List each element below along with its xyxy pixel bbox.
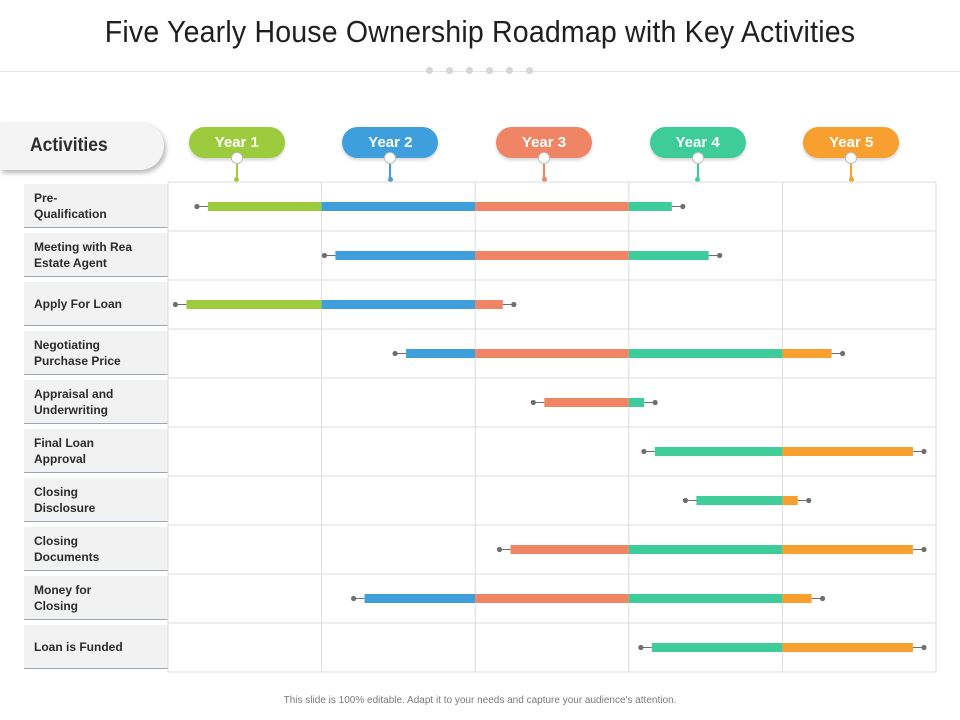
- activity-bar-segment: [321, 202, 476, 211]
- bar-end-marker: [511, 301, 517, 308]
- activity-bar-segment: [475, 251, 629, 260]
- activity-bar-segment: [475, 349, 629, 358]
- activity-bar-segment: [475, 594, 629, 603]
- year-pin-stem: [543, 164, 545, 178]
- activity-label-box: Apply For Loan: [24, 282, 168, 326]
- bar-end-marker: [921, 644, 927, 651]
- bar-end-marker: [717, 252, 723, 259]
- activity-bar-segment: [406, 349, 476, 358]
- title-divider: [0, 71, 960, 72]
- bar-end-marker: [680, 203, 686, 210]
- footer-note: This slide is 100% editable. Adapt it to…: [283, 695, 677, 706]
- year-pin-stem: [389, 164, 392, 178]
- activity-bar-segment: [628, 545, 783, 554]
- bar-start-marker: [321, 252, 328, 259]
- bar-start-marker: [530, 399, 536, 406]
- activities-header: Activities: [0, 122, 164, 170]
- bar-end-marker: [921, 448, 927, 455]
- activity-label-box: Money for Closing: [24, 576, 168, 620]
- pagination-dot: [466, 67, 473, 74]
- pagination-dot: [446, 67, 453, 74]
- year-pin-head: [384, 152, 397, 164]
- activity-label-box: Final Loan Approval: [24, 429, 168, 473]
- activity-bar-segment: [335, 251, 476, 260]
- year-pin-head: [691, 152, 704, 164]
- activity-bar-segment: [782, 496, 798, 505]
- activity-bar-segment: [628, 251, 709, 260]
- pagination-dot: [506, 67, 513, 74]
- activity-label: Loan is Funded: [34, 639, 123, 654]
- activity-label: Money for Closing: [34, 582, 92, 613]
- activity-bar-segment: [475, 202, 629, 211]
- activity-bar-segment: [782, 447, 913, 456]
- activity-label: Apply For Loan: [34, 296, 122, 311]
- activity-label: Appraisal and Underwriting: [34, 386, 114, 417]
- activity-label-box: Loan is Funded: [24, 625, 168, 669]
- year-pin-stem: [696, 164, 699, 178]
- activity-bar-segment: [628, 349, 783, 358]
- activity-bar-segment: [475, 300, 503, 309]
- activity-bar-segment: [207, 202, 322, 211]
- bar-start-marker: [496, 546, 503, 553]
- activity-label-box: Appraisal and Underwriting: [24, 380, 168, 424]
- activity-label-box: Closing Disclosure: [24, 478, 168, 522]
- year-pin-tip: [387, 177, 393, 182]
- activity-bar-segment: [186, 300, 322, 309]
- bar-end-marker: [652, 399, 658, 406]
- year-pin-tip: [695, 177, 701, 182]
- activity-bar-segment: [544, 398, 629, 407]
- activity-bar-segment: [628, 398, 645, 407]
- bar-start-marker: [194, 203, 200, 210]
- activity-bar-segment: [782, 643, 913, 652]
- year-pin-tip: [541, 177, 547, 182]
- activity-bar-segment: [510, 545, 629, 554]
- activity-label-box: Negotiating Purchase Price: [24, 331, 168, 375]
- bar-end-marker: [839, 350, 846, 357]
- pagination-dot: [426, 67, 433, 74]
- activity-bar-segment: [782, 594, 812, 603]
- activity-bar-segment: [696, 496, 783, 505]
- activity-label-box: Closing Documents: [24, 527, 168, 571]
- activity-label-box: Meeting with Rea Estate Agent: [24, 233, 168, 277]
- pagination-dot: [526, 67, 533, 74]
- bar-end-marker: [819, 595, 826, 602]
- pagination-dots: [424, 67, 544, 75]
- activity-bar-segment: [651, 643, 783, 652]
- bar-start-marker: [638, 644, 644, 651]
- year-pin-stem: [235, 164, 238, 178]
- year-pin-stem: [850, 164, 853, 178]
- pagination-dot: [486, 67, 493, 74]
- activity-label: Pre- Qualification: [34, 190, 107, 221]
- year-pin-head: [845, 152, 858, 164]
- bar-start-marker: [682, 497, 688, 504]
- activity-bar-segment: [321, 300, 476, 309]
- activity-label: Negotiating Purchase Price: [34, 337, 121, 368]
- year-pin-tip: [848, 177, 854, 182]
- year-pin-head: [538, 152, 550, 164]
- activity-label-box: Pre- Qualification: [24, 184, 168, 228]
- activities-label: Activities: [30, 135, 108, 156]
- bar-start-marker: [641, 448, 647, 455]
- bar-start-marker: [392, 350, 398, 357]
- activity-bar-segment: [628, 202, 672, 211]
- activity-label: Closing Disclosure: [34, 484, 96, 515]
- year-pin-head: [230, 152, 243, 164]
- page-title: Five Yearly House Ownership Roadmap with…: [104, 14, 856, 49]
- bar-start-marker: [172, 301, 179, 308]
- activity-bar-segment: [364, 594, 476, 603]
- bar-start-marker: [351, 595, 357, 602]
- year-pin-tip: [234, 177, 240, 182]
- activity-bar-segment: [654, 447, 783, 456]
- activity-label: Final Loan Approval: [34, 435, 94, 466]
- activity-label: Meeting with Rea Estate Agent: [34, 239, 133, 270]
- bar-end-marker: [921, 546, 927, 553]
- bar-end-marker: [806, 497, 812, 504]
- activity-bar-segment: [628, 594, 783, 603]
- activity-label: Closing Documents: [34, 533, 100, 564]
- activity-bar-segment: [782, 545, 913, 554]
- activity-bar-segment: [782, 349, 832, 358]
